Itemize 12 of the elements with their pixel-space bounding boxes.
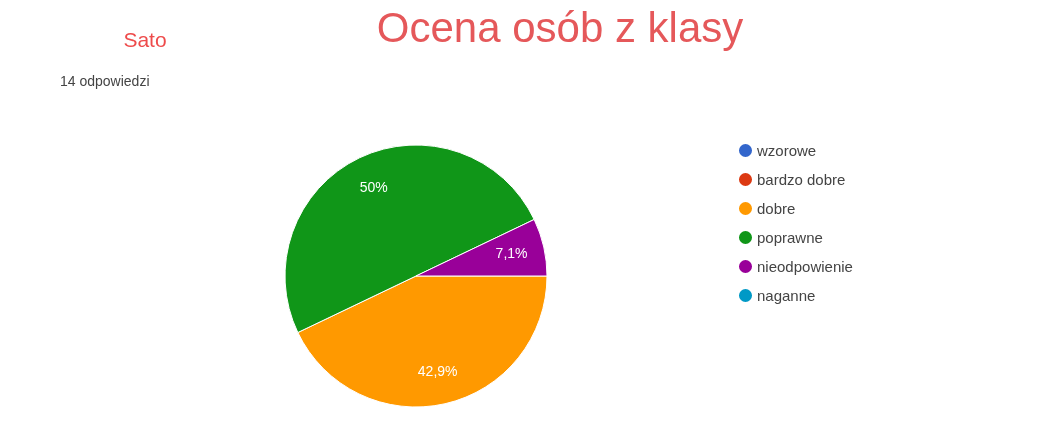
legend-label: bardzo dobre [757, 170, 846, 188]
chart-title: Ocena osób z klasy [376, 4, 744, 51]
text: 14 odpowiedzi [60, 73, 150, 89]
legend-label: nieodpowienie [757, 257, 853, 275]
legend-label: wzorowe [756, 141, 817, 159]
text: Sato [123, 28, 167, 51]
legend-label: naganne [757, 286, 816, 304]
data-label: 7,1% [495, 245, 528, 262]
legend-label: dobre [757, 199, 796, 217]
data-label: 50% [359, 178, 388, 195]
legend-label: poprawne [757, 228, 823, 246]
data-label: 42,9% [417, 362, 458, 379]
